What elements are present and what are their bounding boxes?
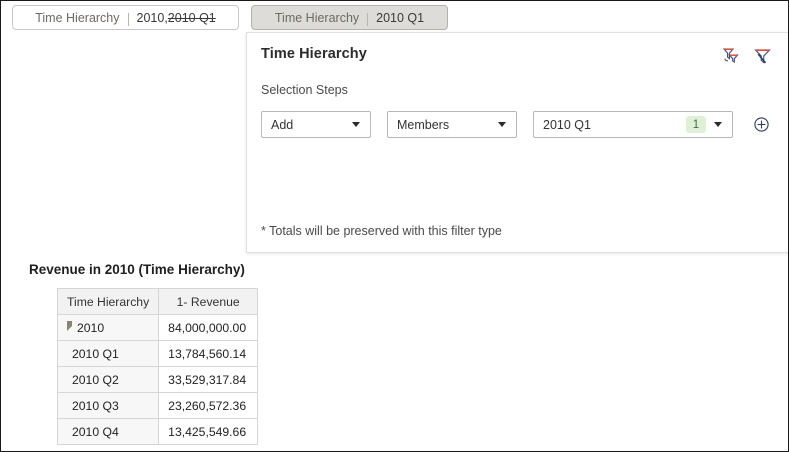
row-label: 2010 Q4: [72, 424, 119, 439]
tab-dimension-label: Time Hierarchy: [274, 10, 360, 25]
filter-type-note: * Totals will be preserved with this fil…: [261, 224, 502, 238]
report-title: Revenue in 2010 (Time Hierarchy): [29, 262, 245, 277]
row-label: 2010 Q1: [72, 346, 119, 361]
row-label: 2010 Q3: [72, 398, 119, 413]
clear-filter-icon[interactable]: [752, 45, 773, 66]
row-label-cell[interactable]: 2010 Q2: [56, 366, 160, 393]
member-count-badge: 1: [686, 116, 706, 133]
pivot-table: Time Hierarchy 1- Revenue 2010 84,000,00…: [56, 288, 259, 445]
table-row: 2010 Q3 23,260,572.36: [56, 392, 259, 419]
table-row: 2010 Q2 33,529,317.84: [56, 366, 259, 393]
table-row: 2010 84,000,000.00: [56, 314, 259, 341]
row-label: 2010 Q2: [72, 372, 119, 387]
row-label-cell[interactable]: 2010 Q4: [56, 418, 160, 445]
tab-separator: [367, 13, 369, 26]
selection-steps-panel: Time Hierarchy Sel: [246, 32, 788, 253]
row-label: 2010: [77, 320, 105, 335]
panel-title: Time Hierarchy: [261, 46, 367, 62]
row-value-cell: 13,425,549.66: [158, 418, 259, 445]
add-circle-icon[interactable]: [751, 115, 771, 135]
step-member-value: 2010 Q1: [543, 117, 591, 132]
chevron-down-icon: [352, 122, 360, 127]
tab-separator: [127, 13, 129, 26]
table-row: 2010 Q1 13,784,560.14: [56, 340, 259, 367]
selection-steps-label: Selection Steps: [261, 83, 348, 97]
tab-value-label: 2010 Q1: [376, 10, 425, 25]
step-type-value: Members: [397, 117, 450, 132]
step-type-dropdown[interactable]: Members: [387, 111, 517, 138]
trash-icon[interactable]: [783, 115, 788, 135]
column-header-time-hierarchy[interactable]: Time Hierarchy: [56, 288, 160, 315]
tab-dimension-label: Time Hierarchy: [35, 10, 120, 25]
row-value-cell: 84,000,000.00: [158, 314, 259, 341]
row-label-cell[interactable]: 2010 Q3: [56, 392, 160, 419]
tab-value-removed-label: 2010 Q1: [167, 10, 216, 25]
row-value-cell: 13,784,560.14: [158, 340, 259, 367]
table-row: 2010 Q4 13,425,549.66: [56, 418, 259, 445]
selection-step-row: Add Members 2010 Q1 1: [261, 111, 788, 138]
panel-icon-group: [720, 45, 773, 66]
chevron-down-icon: [498, 122, 506, 127]
step-member-dropdown[interactable]: 2010 Q1 1: [533, 111, 733, 138]
filter-tab-strip: Time Hierarchy 2010, 2010 Q1 Time Hierar…: [1, 1, 788, 33]
table-header-row: Time Hierarchy 1- Revenue: [56, 288, 259, 315]
copy-filter-icon[interactable]: [720, 45, 741, 66]
tab-value-label: 2010,: [136, 10, 168, 25]
row-label-cell[interactable]: 2010 Q1: [56, 340, 160, 367]
tab-time-hierarchy-2010-q1[interactable]: Time Hierarchy 2010 Q1: [251, 5, 448, 30]
triangle-expanded-icon[interactable]: [67, 320, 72, 331]
row-label-cell[interactable]: 2010: [56, 314, 160, 341]
step-action-dropdown[interactable]: Add: [261, 111, 371, 138]
tab-time-hierarchy-2010[interactable]: Time Hierarchy 2010, 2010 Q1: [12, 5, 239, 30]
row-value-cell: 23,260,572.36: [158, 392, 259, 419]
column-header-revenue[interactable]: 1- Revenue: [158, 288, 259, 315]
chevron-down-icon: [714, 122, 722, 127]
row-value-cell: 33,529,317.84: [158, 366, 259, 393]
step-action-value: Add: [271, 117, 294, 132]
